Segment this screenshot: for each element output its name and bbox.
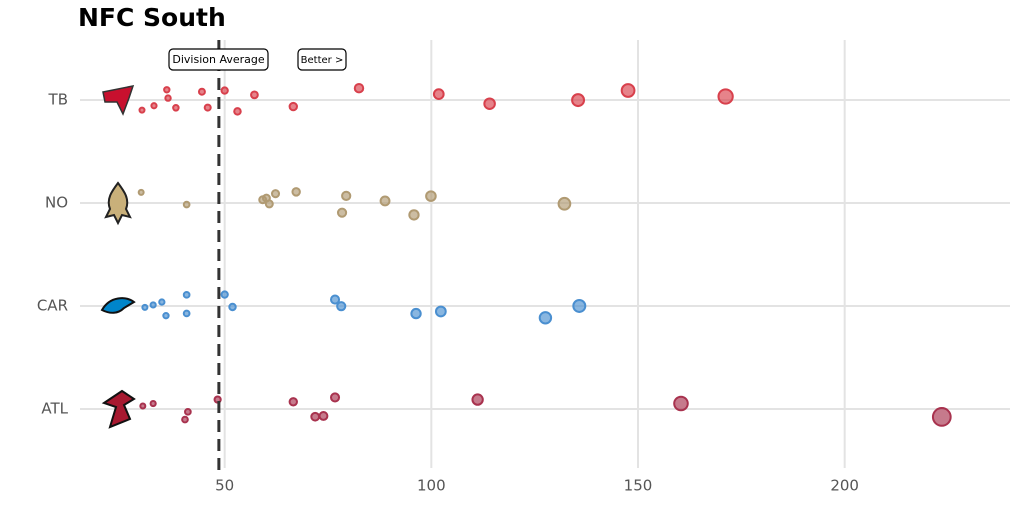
point <box>197 87 206 96</box>
point <box>329 294 341 305</box>
point <box>425 190 437 202</box>
point <box>557 196 572 211</box>
point <box>434 305 447 318</box>
point <box>538 311 553 325</box>
x-tick-label: 100 <box>417 477 446 495</box>
point <box>182 309 191 318</box>
logo-no <box>104 181 132 226</box>
point <box>341 190 352 201</box>
point <box>288 101 298 112</box>
logo-tb <box>102 85 135 116</box>
y-tick-label: CAR <box>37 297 68 315</box>
point <box>141 303 149 311</box>
point <box>717 88 734 105</box>
reference-label-box <box>168 48 269 71</box>
point <box>572 298 587 313</box>
point <box>203 103 212 112</box>
reference-label: Division Average <box>172 53 264 66</box>
point <box>220 86 229 95</box>
point <box>408 209 420 221</box>
point <box>288 397 298 407</box>
point <box>931 407 952 427</box>
point <box>329 392 341 403</box>
point <box>379 195 391 207</box>
point <box>264 199 274 209</box>
point <box>138 106 146 114</box>
point <box>172 104 180 112</box>
y-tick-label: NO <box>45 194 68 212</box>
point <box>336 301 347 312</box>
point <box>137 188 145 196</box>
annotation-box <box>297 48 347 71</box>
chart-title: NFC South <box>78 3 226 32</box>
point <box>228 302 237 312</box>
y-tick-label: ATL <box>41 400 68 418</box>
point <box>310 411 321 422</box>
x-tick-label: 200 <box>830 477 859 495</box>
point <box>291 187 301 197</box>
point <box>149 399 157 408</box>
point <box>410 307 422 320</box>
point <box>673 395 689 412</box>
point <box>149 301 157 309</box>
point <box>250 90 259 100</box>
point <box>471 393 484 406</box>
logo-atl <box>101 389 136 429</box>
point <box>432 88 445 101</box>
team-logos <box>100 85 136 429</box>
point <box>571 93 586 108</box>
x-tick-label: 150 <box>624 477 653 495</box>
point <box>318 411 329 421</box>
point <box>270 189 281 199</box>
point <box>220 290 229 299</box>
point <box>353 82 365 94</box>
point <box>139 402 147 410</box>
point <box>233 107 242 116</box>
point <box>620 83 636 98</box>
y-tick-label: TB <box>48 91 68 109</box>
point <box>336 207 348 218</box>
point <box>150 102 158 110</box>
point <box>162 311 170 320</box>
point <box>158 298 166 306</box>
point <box>181 415 189 424</box>
point <box>182 290 191 299</box>
x-tick-label: 50 <box>215 477 234 495</box>
point <box>184 407 192 416</box>
annotation: Better > <box>301 55 344 66</box>
point <box>182 200 191 209</box>
point <box>483 97 496 111</box>
point <box>164 94 172 102</box>
point <box>163 86 171 94</box>
logo-car <box>100 297 136 314</box>
